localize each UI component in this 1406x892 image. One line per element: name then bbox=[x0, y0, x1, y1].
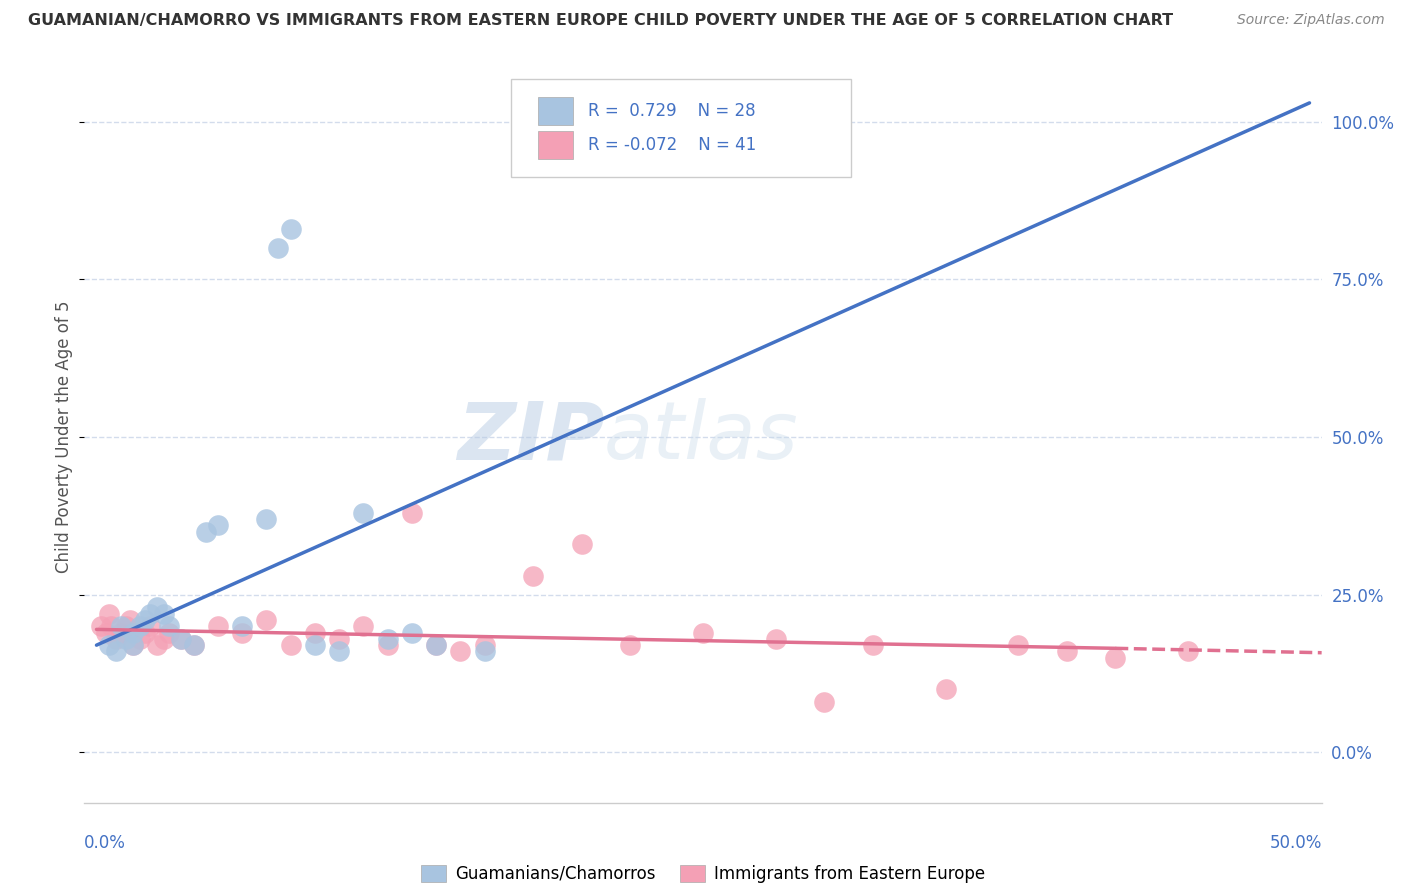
Point bbox=[935, 682, 957, 697]
Point bbox=[352, 619, 374, 633]
Point bbox=[110, 619, 132, 633]
Point bbox=[96, 625, 118, 640]
Point bbox=[134, 625, 156, 640]
Point bbox=[1177, 644, 1199, 658]
Point bbox=[401, 506, 423, 520]
Text: R = -0.072    N = 41: R = -0.072 N = 41 bbox=[588, 136, 756, 154]
Point bbox=[304, 638, 326, 652]
Point bbox=[267, 241, 290, 255]
Point bbox=[474, 644, 496, 658]
Point bbox=[207, 619, 229, 633]
Text: R =  0.729    N = 28: R = 0.729 N = 28 bbox=[588, 102, 755, 120]
Point bbox=[114, 619, 136, 633]
Point bbox=[449, 644, 471, 658]
Point bbox=[377, 632, 399, 646]
Point bbox=[304, 625, 326, 640]
Text: atlas: atlas bbox=[605, 398, 799, 476]
Point bbox=[134, 613, 156, 627]
Legend: Guamanians/Chamorros, Immigrants from Eastern Europe: Guamanians/Chamorros, Immigrants from Ea… bbox=[415, 858, 991, 889]
Point bbox=[170, 632, 193, 646]
Point bbox=[862, 638, 884, 652]
Point bbox=[328, 632, 350, 646]
Point bbox=[231, 619, 253, 633]
Point bbox=[129, 619, 152, 633]
Point bbox=[571, 537, 593, 551]
Point bbox=[104, 644, 127, 658]
Point bbox=[328, 644, 350, 658]
Point bbox=[122, 625, 145, 640]
FancyBboxPatch shape bbox=[512, 78, 852, 178]
Point bbox=[522, 569, 544, 583]
Point bbox=[254, 613, 277, 627]
Point bbox=[377, 638, 399, 652]
Point bbox=[120, 613, 142, 627]
Point bbox=[425, 638, 447, 652]
Point bbox=[522, 102, 544, 116]
Text: GUAMANIAN/CHAMORRO VS IMMIGRANTS FROM EASTERN EUROPE CHILD POVERTY UNDER THE AGE: GUAMANIAN/CHAMORRO VS IMMIGRANTS FROM EA… bbox=[28, 13, 1173, 29]
FancyBboxPatch shape bbox=[538, 131, 574, 159]
Point bbox=[474, 638, 496, 652]
Point bbox=[122, 638, 145, 652]
Point bbox=[194, 524, 217, 539]
Point bbox=[97, 607, 120, 621]
Point bbox=[122, 638, 145, 652]
Point bbox=[157, 625, 180, 640]
Point bbox=[1056, 644, 1078, 658]
Point bbox=[280, 638, 302, 652]
Text: ZIP: ZIP bbox=[457, 398, 605, 476]
Point bbox=[692, 625, 714, 640]
Point bbox=[153, 607, 176, 621]
Point bbox=[114, 632, 136, 646]
Point bbox=[139, 619, 162, 633]
Point bbox=[183, 638, 205, 652]
FancyBboxPatch shape bbox=[538, 97, 574, 125]
Point bbox=[90, 619, 112, 633]
Point bbox=[619, 638, 641, 652]
Point bbox=[146, 600, 169, 615]
Point bbox=[170, 632, 193, 646]
Point bbox=[352, 506, 374, 520]
Text: 50.0%: 50.0% bbox=[1270, 834, 1322, 852]
Point bbox=[280, 222, 302, 236]
Text: Source: ZipAtlas.com: Source: ZipAtlas.com bbox=[1237, 13, 1385, 28]
Point bbox=[813, 695, 835, 709]
Point bbox=[425, 638, 447, 652]
Y-axis label: Child Poverty Under the Age of 5: Child Poverty Under the Age of 5 bbox=[55, 301, 73, 574]
Point bbox=[1104, 650, 1126, 665]
Point bbox=[97, 638, 120, 652]
Point bbox=[146, 638, 169, 652]
Point bbox=[765, 632, 787, 646]
Text: 0.0%: 0.0% bbox=[84, 834, 127, 852]
Point bbox=[207, 518, 229, 533]
Point bbox=[139, 607, 162, 621]
Point bbox=[110, 625, 132, 640]
Point bbox=[183, 638, 205, 652]
Point bbox=[104, 632, 127, 646]
Point bbox=[100, 619, 122, 633]
Point bbox=[129, 632, 152, 646]
Point bbox=[401, 625, 423, 640]
Point bbox=[231, 625, 253, 640]
Point bbox=[157, 619, 180, 633]
Point bbox=[1007, 638, 1029, 652]
Point bbox=[153, 632, 176, 646]
Point bbox=[254, 512, 277, 526]
